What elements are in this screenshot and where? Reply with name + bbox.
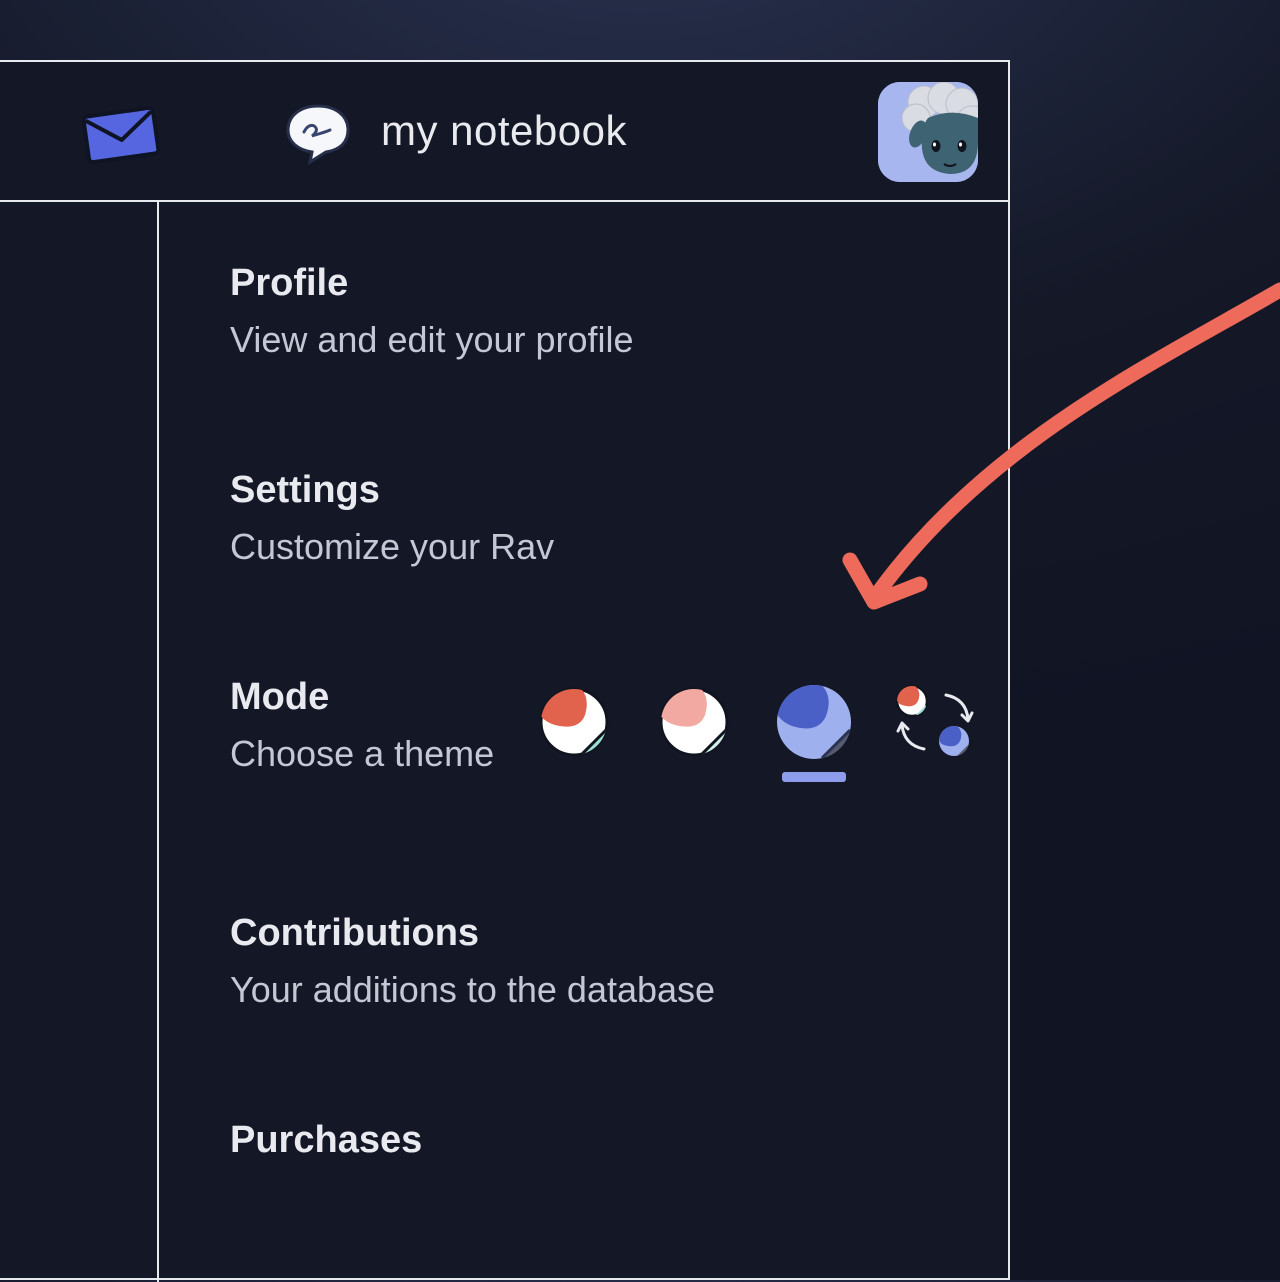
menu-item-contributions[interactable]: Contributions Your additions to the data…: [230, 912, 988, 1011]
chat-icon[interactable]: [282, 102, 354, 171]
menu-item-subtitle: Customize your Rav: [230, 526, 988, 568]
menu-item-title: Settings: [230, 469, 988, 512]
menu-item-profile[interactable]: Profile View and edit your profile: [230, 262, 988, 361]
menu-item-title: Profile: [230, 262, 988, 305]
menu-item-subtitle: View and edit your profile: [230, 319, 988, 361]
menu-item-title: Mode: [230, 676, 494, 719]
menu-item-settings[interactable]: Settings Customize your Rav: [230, 469, 988, 568]
mail-icon[interactable]: [82, 106, 160, 169]
theme-option-auto[interactable]: [894, 683, 974, 781]
menu-item-title: Contributions: [230, 912, 988, 955]
dropdown-panel: my notebook: [0, 60, 1010, 1280]
menu-item-purchases[interactable]: Purchases: [230, 1119, 988, 1162]
sidebar-divider: [157, 202, 159, 1282]
panel-header: my notebook: [0, 62, 1008, 202]
menu-item-subtitle: Choose a theme: [230, 733, 494, 775]
avatar[interactable]: [878, 82, 978, 182]
menu-item-mode: Mode Choose a theme: [230, 676, 988, 782]
theme-option-light[interactable]: [534, 685, 614, 779]
page-title[interactable]: my notebook: [381, 107, 627, 155]
menu-item-subtitle: Your additions to the database: [230, 969, 988, 1011]
theme-option-dark[interactable]: [774, 682, 854, 782]
theme-options: [534, 682, 974, 782]
menu-content: Profile View and edit your profile Setti…: [230, 262, 988, 1176]
menu-item-title: Purchases: [230, 1119, 988, 1162]
theme-option-soft-light[interactable]: [654, 685, 734, 779]
